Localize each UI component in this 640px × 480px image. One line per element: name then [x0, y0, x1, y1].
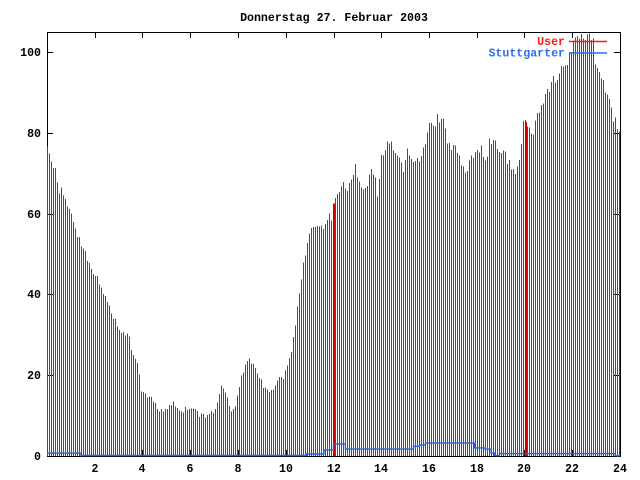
svg-text:80: 80	[27, 128, 41, 141]
svg-text:Stuttgarter: Stuttgarter	[488, 48, 565, 61]
svg-text:100: 100	[20, 47, 41, 60]
svg-text:20: 20	[517, 463, 531, 476]
svg-text:14: 14	[374, 463, 388, 476]
svg-text:10: 10	[279, 463, 293, 476]
svg-text:20: 20	[27, 370, 41, 383]
svg-text:12: 12	[327, 463, 341, 476]
svg-text:0: 0	[34, 451, 41, 464]
svg-text:18: 18	[470, 463, 484, 476]
svg-text:40: 40	[27, 289, 41, 302]
svg-text:24: 24	[613, 463, 627, 476]
svg-text:16: 16	[422, 463, 436, 476]
svg-text:8: 8	[235, 463, 242, 476]
svg-text:2: 2	[92, 463, 99, 476]
svg-text:22: 22	[565, 463, 579, 476]
svg-text:6: 6	[187, 463, 194, 476]
svg-text:4: 4	[139, 463, 146, 476]
svg-text:60: 60	[27, 209, 41, 222]
svg-text:User: User	[537, 36, 565, 49]
svg-text:Donnerstag 27. Februar 2003: Donnerstag 27. Februar 2003	[240, 12, 428, 25]
